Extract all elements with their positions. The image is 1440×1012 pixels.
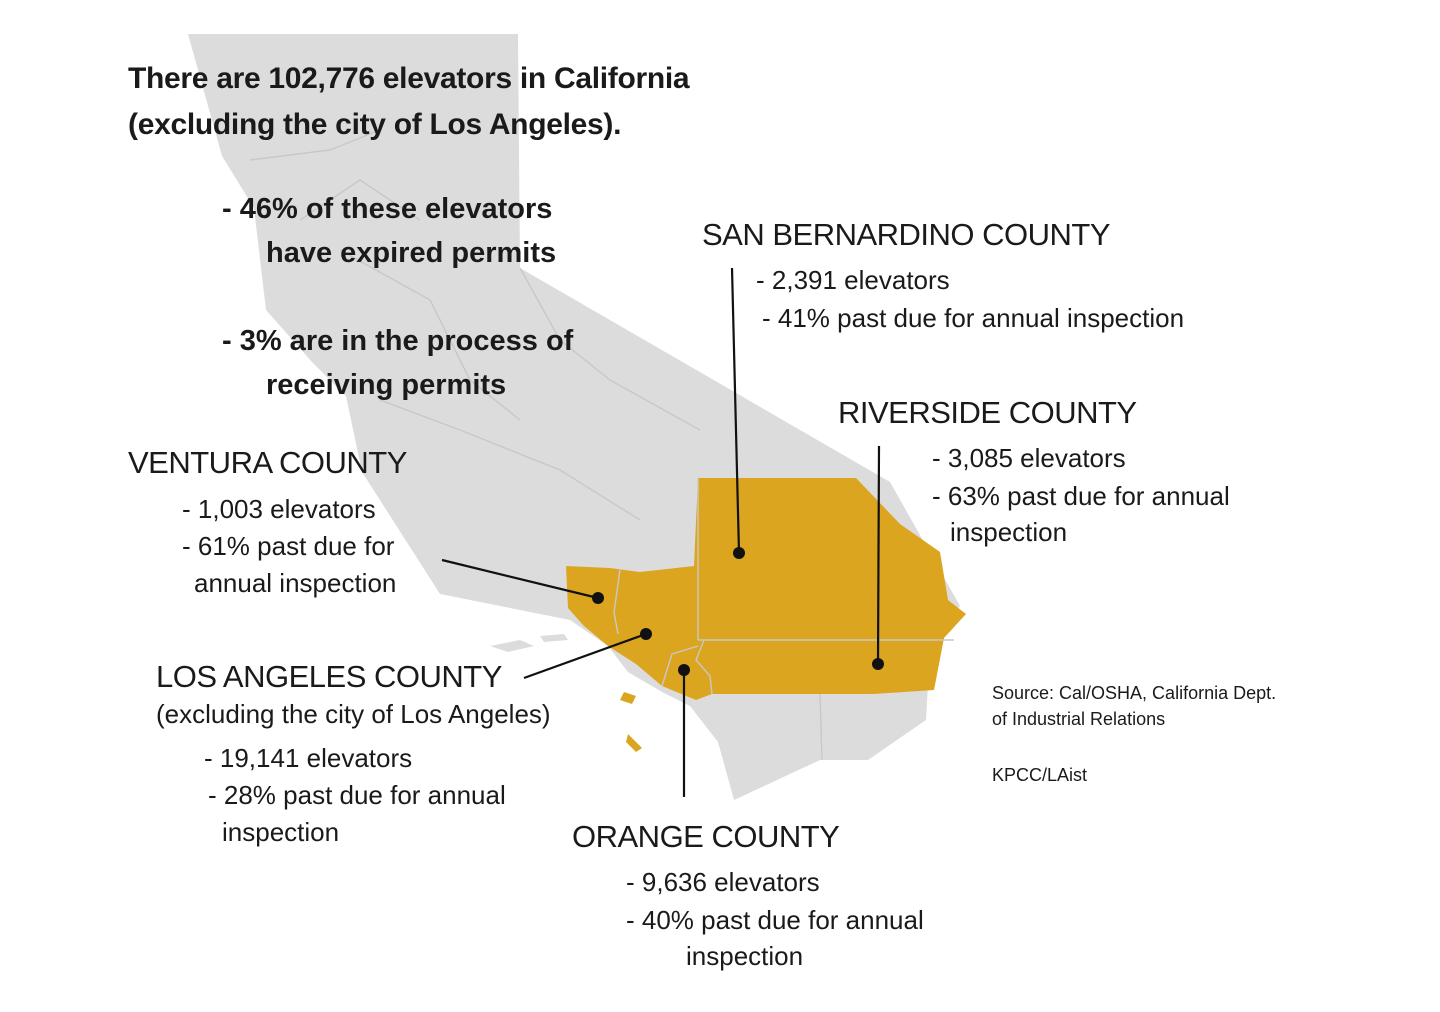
county-detail-ventura-elevators: - 1,003 elevators	[182, 494, 376, 524]
marker-dot-riverside	[872, 658, 884, 670]
headline-line-2: (excluding the city of Los Angeles).	[128, 108, 622, 141]
county-detail-orange-past-due-cont: inspection	[686, 941, 804, 971]
leader-line-riverside	[876, 445, 881, 665]
leader-dots	[592, 547, 884, 676]
marker-dot-ventura	[592, 592, 604, 604]
county-detail-ventura-past-due-cont: annual inspection	[194, 568, 397, 598]
stat-expired-line-2: have expired permits	[266, 237, 557, 269]
credit-text: KPCC/LAist	[992, 765, 1088, 785]
county-title-los-angeles: LOS ANGELES COUNTY	[156, 659, 502, 694]
county-title-ventura: VENTURA COUNTY	[128, 445, 407, 480]
source-line-1: Source: Cal/OSHA, California Dept.	[992, 683, 1277, 703]
marker-dot-orange	[678, 664, 690, 676]
county-detail-ventura-past-due: - 61% past due for	[182, 531, 395, 561]
county-detail-san-bernardino-elevators: - 2,391 elevators	[756, 265, 950, 295]
county-boundaries	[249, 129, 954, 761]
county-detail-los-angeles-past-due-cont: inspection	[222, 817, 340, 847]
marker-dot-san-bernardino	[733, 547, 745, 559]
headline-line-1: There are 102,776 elevators in Californi…	[128, 62, 690, 95]
highlighted-counties-region	[566, 478, 966, 700]
county-title-san-bernardino: SAN BERNARDINO COUNTY	[702, 217, 1111, 252]
county-detail-riverside-past-due: - 63% past due for annual	[932, 481, 1230, 511]
county-detail-los-angeles-past-due: - 28% past due for annual	[208, 780, 506, 810]
leader-line-ventura	[441, 558, 599, 600]
leader-line-los-angeles	[523, 632, 647, 680]
county-detail-san-bernardino-past-due: - 41% past due for annual inspection	[762, 303, 1185, 333]
source-line-2: of Industrial Relations	[992, 709, 1166, 729]
channel-islands	[490, 634, 642, 752]
marker-dot-los-angeles	[640, 628, 652, 640]
stat-process-line-1: - 3% are in the process of	[222, 325, 574, 357]
stat-expired-line-1: - 46% of these elevators	[222, 193, 553, 225]
county-detail-orange-past-due: - 40% past due for annual	[626, 905, 924, 935]
county-title-orange: ORANGE COUNTY	[572, 819, 840, 854]
leader-lines	[441, 267, 881, 797]
county-subtitle-los-angeles: (excluding the city of Los Angeles)	[156, 699, 551, 729]
county-detail-riverside-past-due-cont: inspection	[950, 517, 1068, 547]
county-detail-orange-elevators: - 9,636 elevators	[626, 867, 820, 897]
county-title-riverside: RIVERSIDE COUNTY	[838, 395, 1137, 430]
county-detail-riverside-elevators: - 3,085 elevators	[932, 443, 1126, 473]
leader-line-san-bernardino	[730, 267, 741, 554]
county-detail-los-angeles-elevators: - 19,141 elevators	[204, 743, 413, 773]
stat-process-line-2: receiving permits	[266, 369, 507, 401]
